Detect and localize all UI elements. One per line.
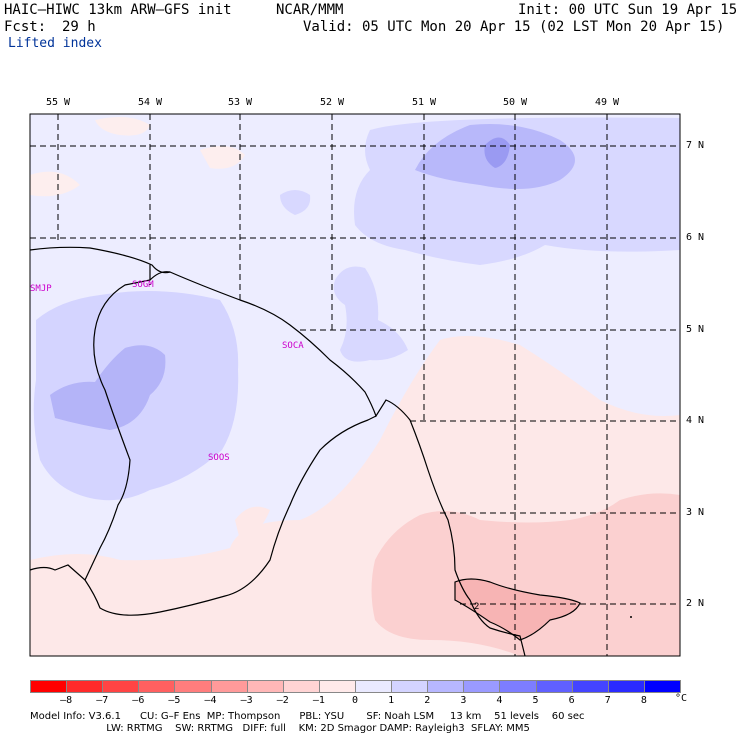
colorbar-tick-label: 2 [424,695,431,706]
border-east [84,415,377,616]
colorbar-tick-label: 1 [388,695,395,706]
contour-2 [454,578,581,641]
colorbar-tick-label: 8 [640,695,647,706]
model-title: HAIC–HIWC 13km ARW–GFS init [4,2,232,18]
negative-core-w [50,345,166,430]
footer-physics-info: LW: RRTMG SW: RRTMG DIFF: full KM: 2D Sm… [30,723,530,734]
colorbar-cell [391,680,429,693]
lat-label-6n: 6 N [686,232,705,243]
lon-label-52w: 52 W [319,97,345,108]
forecast-label: Fcst: [4,19,47,35]
small-marker [630,616,632,618]
boundaries [29,246,581,657]
colorbar-tick-label: –7 [96,695,109,706]
colorbar-cell [66,680,104,693]
colorbar-cell [138,680,176,693]
lon-label-51w: 51 W [411,97,437,108]
colorbar-tick-label: –5 [168,695,181,706]
coastline [29,246,526,657]
positive-region-se [371,493,680,656]
colorbar-cell [463,680,501,693]
lat-label-7n: 7 N [686,140,705,151]
colorbar-cell [643,680,681,693]
positive-patch-n [200,146,245,169]
lat-label-2n: 2 N [686,598,705,609]
colorbar-tick-label: 0 [351,695,359,706]
colorbar-tick-label: 5 [532,695,539,706]
contour-label: 2 [474,602,479,612]
colorbar-cell [355,680,393,693]
station-soos: SOOS [208,453,230,463]
colorbar-cell [30,680,68,693]
forecast-hour: 29 h [62,19,96,35]
org-label: NCAR/MMM [276,2,344,18]
colorbar-tick-label: –4 [204,695,217,706]
colorbar-cell [607,680,645,693]
lon-label-50w: 50 W [502,97,528,108]
colorbar-tick-label: 7 [604,695,611,706]
colorbar-tick-label: 3 [460,695,467,706]
colorbar-tick-label: 6 [568,695,575,706]
neutral-band [235,506,270,540]
colorbar-cell [174,680,212,693]
lat-label-5n: 5 N [686,324,705,335]
positive-core-se [455,579,580,640]
station-sogm: SOGM [132,280,154,290]
border-west [29,265,151,581]
colorbar-tick-label: –1 [312,695,325,706]
colorbar-cell [210,680,248,693]
lat-label-3n: 3 N [686,507,705,518]
colorbar-tick-label: –3 [240,695,253,706]
colorbar-cell [318,680,356,693]
colorbar-unit: °C [674,693,688,704]
border-tip [149,271,171,281]
colorbar-tick-label: 4 [496,695,503,706]
colorbar-cell [282,680,320,693]
colorbar-cell [427,680,465,693]
lat-label-4n: 4 N [686,415,705,426]
station-smjp: SMJP [30,284,52,294]
negative-tongue-center [333,266,408,362]
colorbar-cell [535,680,573,693]
lon-label-54w: 54 W [137,97,163,108]
valid-time: Valid: 05 UTC Mon 20 Apr 15 (02 LST Mon … [303,19,725,35]
lon-label-53w: 53 W [227,97,253,108]
colorbar-tick-label: –8 [60,695,73,706]
lon-label-49w: 49 W [594,97,620,108]
colorbar-tick-label: –2 [276,695,289,706]
station-soca: SOCA [282,341,304,351]
colorbar-cell [102,680,140,693]
negative-patch-small [280,190,311,215]
lon-label-55w: 55 W [45,97,71,108]
colorbar-cell [246,680,284,693]
graticule [30,114,680,656]
map-frame [29,113,681,657]
positive-patch-w [30,171,80,197]
colorbar-tick-label: –6 [132,695,145,706]
colorbar-cell [499,680,537,693]
negative-peak-ne [484,137,510,168]
field-name: Lifted index [8,36,102,51]
footer-model-info: Model Info: V3.6.1 CU: G–F Ens MP: Thomp… [30,711,585,722]
init-time: Init: 00 UTC Sun 19 Apr 15 [518,2,738,18]
positive-patch-nw [95,116,150,136]
colorbar-cell [571,680,609,693]
